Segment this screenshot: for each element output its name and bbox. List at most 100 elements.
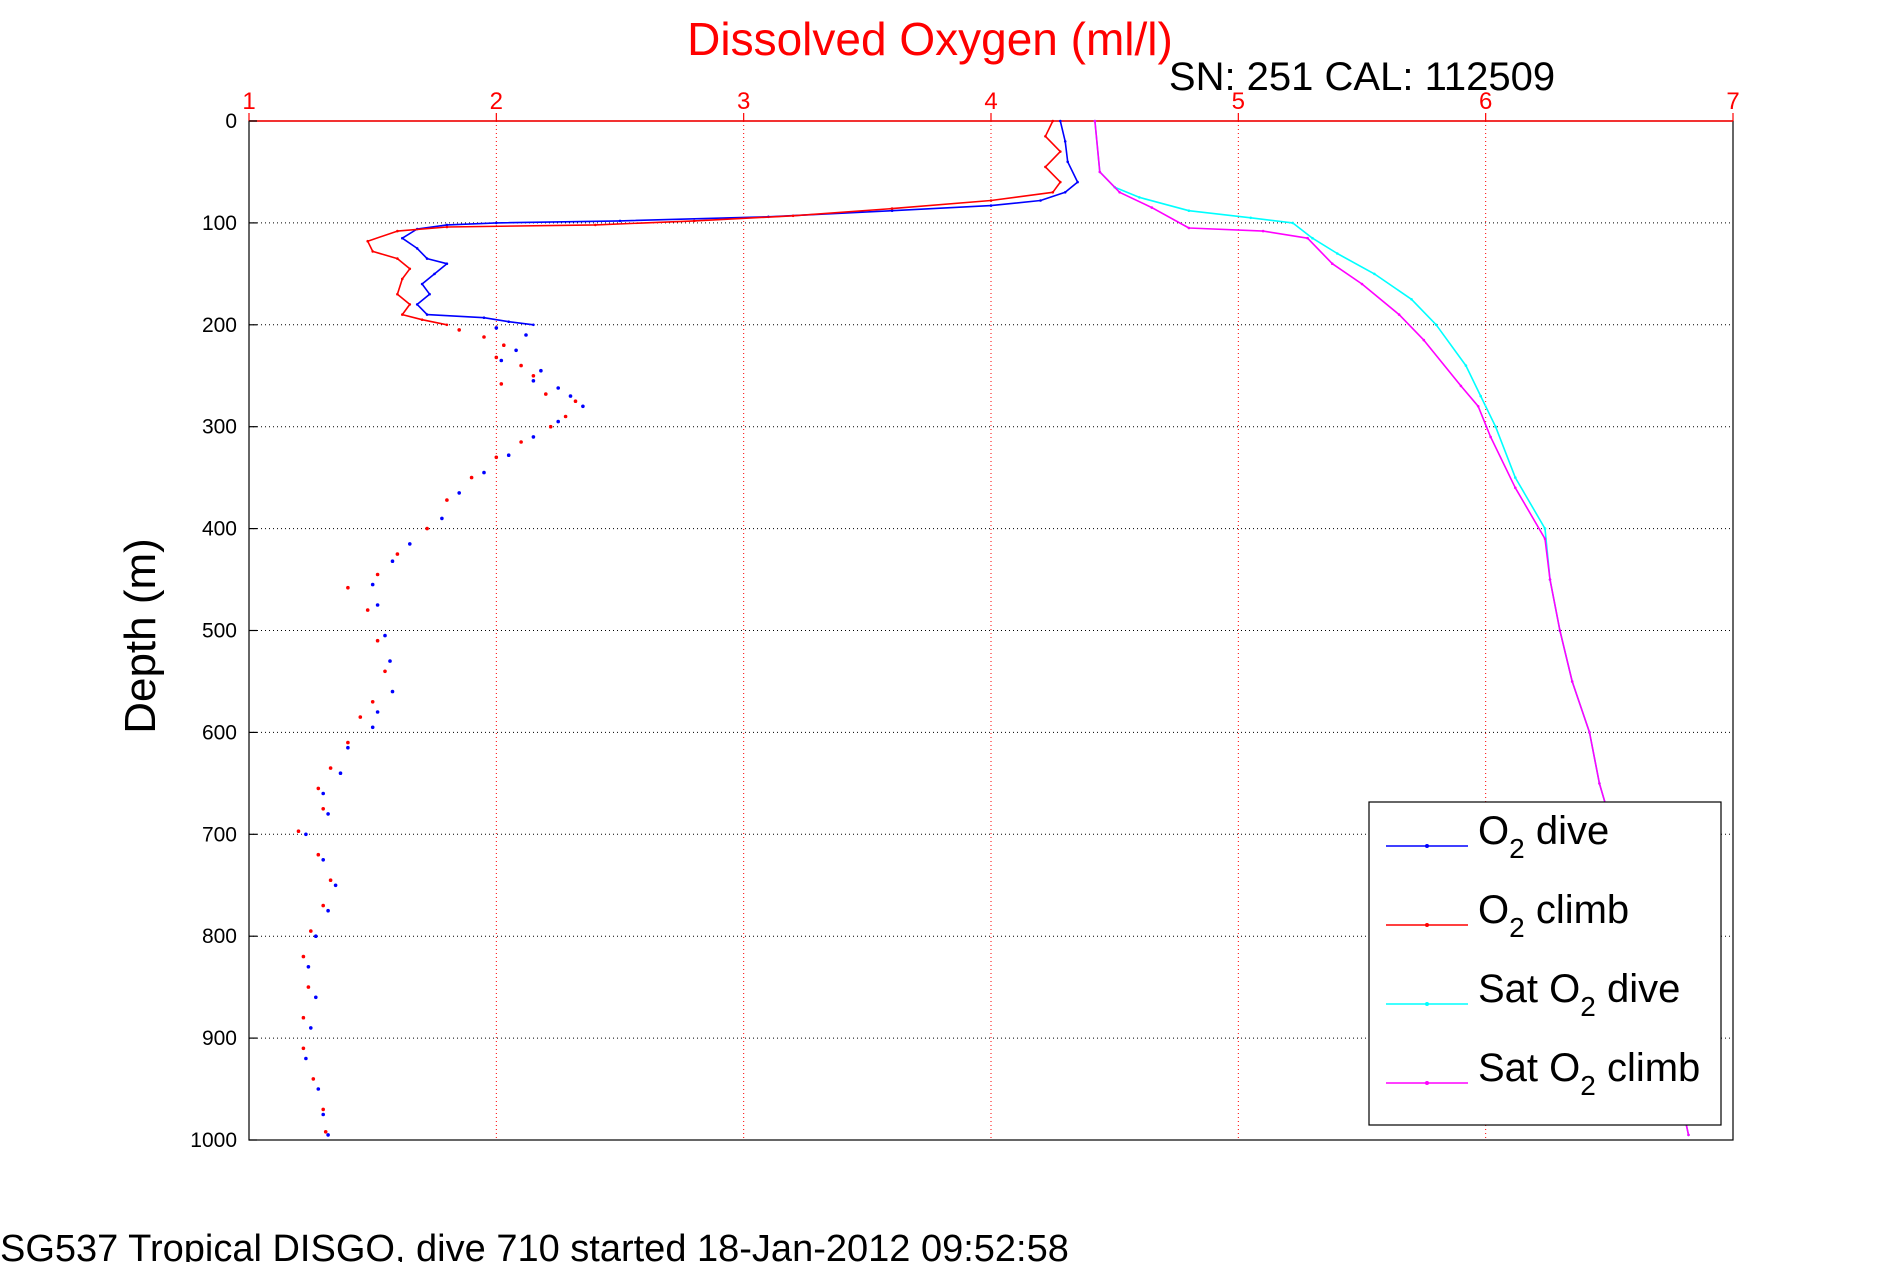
data-point [532,323,535,327]
data-point [544,392,548,396]
data-point [1373,272,1376,276]
x-axis: 1 2 3 4 5 6 7 [242,88,1740,122]
data-point [494,326,499,330]
data-point [1306,236,1309,240]
data-point [1570,680,1574,683]
legend-label: Sat O2 dive [1478,967,1680,1022]
data-point [457,491,462,495]
legend-marker [1425,1002,1429,1006]
data-point [507,320,511,324]
y-tick-label: 1000 [190,1129,237,1152]
data-point [346,585,350,590]
data-point [445,498,449,502]
data-point [1059,119,1062,123]
data-point [791,214,795,218]
footer-caption: SG537 Tropical DISGO, dive 710 started 1… [0,1228,1069,1262]
data-point [495,221,498,225]
data-point [1459,384,1463,388]
data-point [1150,206,1154,209]
legend-marker [1425,844,1429,848]
data-point [408,267,412,271]
data-point [425,313,429,316]
series-3 [304,326,585,1137]
data-point [375,710,380,714]
data-point [1687,1133,1690,1137]
chart-title: Dissolved Oxygen (ml/l) [687,13,1173,65]
legend-label: O2 dive [1478,809,1609,864]
x-tick-label: 7 [1726,88,1739,115]
data-point [618,219,622,223]
data-point [1059,180,1062,184]
x-tick-label: 5 [1232,88,1245,115]
series-line [401,120,1079,326]
data-point [1044,135,1047,138]
data-point [321,903,326,908]
data-point [539,368,543,373]
data-point [301,954,306,959]
data-point [1076,180,1079,184]
data-point [1514,486,1517,490]
data-point [1434,323,1438,327]
data-point [494,355,499,360]
chart-subtitle: SN: 251 CAL: 112509 [1169,55,1555,99]
data-point [1558,629,1562,632]
data-point [1548,578,1552,581]
data-point [1093,119,1097,123]
data-point [890,209,894,212]
data-point [440,516,444,521]
y-tick-label: 700 [202,823,237,846]
y-tick-label: 0 [225,110,237,133]
data-point [321,1112,326,1117]
data-point [375,572,380,577]
data-point [309,929,313,933]
data-point [1138,196,1141,199]
y-tick-label: 300 [202,416,237,439]
data-point [1489,435,1492,439]
legend-box [1368,801,1722,1126]
data-point [568,394,573,398]
data-point [321,858,326,862]
data-point [1588,731,1591,734]
data-point [1063,191,1067,194]
data-point [390,689,395,694]
x-tick-label: 6 [1479,88,1492,115]
data-point [316,1087,321,1091]
data-point [365,608,370,612]
y-tick-label: 600 [202,721,237,744]
data-point [1311,236,1314,240]
data-point [519,363,523,368]
data-point [1051,119,1055,123]
data-point [328,878,333,882]
data-point [301,1015,306,1020]
data-point [401,236,404,240]
data-point [304,1056,308,1061]
data-point [1291,221,1294,225]
data-point [890,207,894,210]
data-point [1051,191,1055,194]
data-point [445,262,449,266]
data-point [383,669,387,674]
data-point [445,323,449,327]
data-point [499,358,504,363]
data-point [371,250,375,253]
data-point [1514,476,1517,479]
data-point [370,725,375,730]
data-point [316,852,321,857]
legend: O2 dive O2 climb Sat O2 dive Sat O2 climb [1368,801,1722,1126]
data-point [1066,160,1069,164]
data-point [306,965,311,969]
data-point [375,603,380,607]
data-point [408,542,412,546]
data-point [1336,252,1339,255]
y-axis-label: Depth (m) [116,538,165,734]
data-point [338,771,343,775]
data-point [1543,527,1547,530]
data-point [524,333,528,337]
legend-label: Sat O2 climb [1478,1046,1700,1101]
data-point [594,223,597,227]
data-point [428,292,431,296]
data-point [1543,537,1547,541]
data-point [346,745,350,750]
data-point [358,715,363,719]
